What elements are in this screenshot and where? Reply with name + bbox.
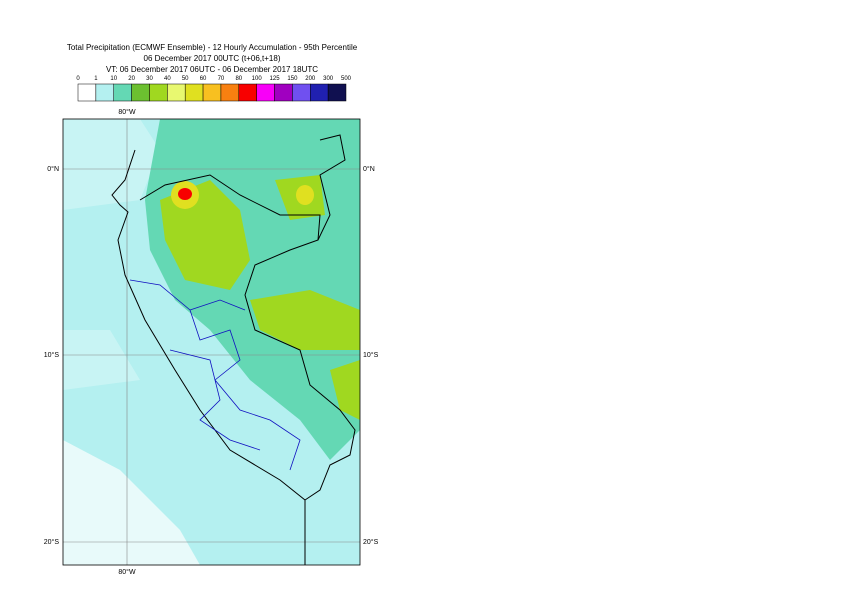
map bbox=[63, 119, 360, 565]
legend-swatch bbox=[327, 83, 347, 102]
legend-swatch bbox=[113, 83, 132, 102]
ocean-low bbox=[63, 119, 160, 210]
lat-label: 20°S bbox=[44, 538, 60, 546]
graticule bbox=[63, 119, 360, 565]
legend-label: 80 bbox=[235, 76, 242, 82]
rain-area bbox=[250, 290, 360, 350]
legend-swatch bbox=[149, 83, 168, 102]
lon-label: 80°W bbox=[118, 568, 136, 576]
legend-label: 200 bbox=[305, 76, 316, 82]
legend-swatch bbox=[274, 83, 293, 102]
legend-label: 100 bbox=[252, 76, 263, 82]
lat-label: 20°S bbox=[363, 538, 379, 546]
coastline bbox=[111, 149, 306, 565]
rain-area bbox=[330, 360, 360, 420]
ocean-low bbox=[63, 330, 140, 390]
legend-swatch bbox=[256, 83, 275, 102]
legend-swatch bbox=[238, 83, 257, 102]
legend-swatch bbox=[95, 83, 114, 102]
legend-swatch bbox=[292, 83, 311, 102]
legend-label: 1 bbox=[94, 76, 98, 82]
lon-label: 80°W bbox=[118, 108, 136, 116]
title: Total Precipitation (ECMWF Ensemble) - 1… bbox=[67, 43, 358, 52]
legend-label: 125 bbox=[270, 76, 281, 82]
legend-label: 300 bbox=[323, 76, 334, 82]
lat-label: 0°N bbox=[47, 165, 59, 173]
legend-label: 60 bbox=[200, 76, 207, 82]
legend-label: 40 bbox=[164, 76, 171, 82]
legend-label: 30 bbox=[146, 76, 153, 82]
frame bbox=[62, 118, 361, 566]
lat-label: 0°N bbox=[363, 165, 375, 173]
legend-label: 70 bbox=[218, 76, 225, 82]
legend-swatch bbox=[184, 83, 204, 102]
legend-label: 500 bbox=[341, 76, 352, 82]
border bbox=[317, 134, 346, 241]
valid-time: VT: 06 December 2017 06UTC - 06 December… bbox=[106, 65, 318, 74]
legend-swatch bbox=[202, 83, 222, 102]
legend-label: 150 bbox=[287, 76, 298, 82]
lat-label: 10°S bbox=[44, 351, 60, 359]
border bbox=[139, 174, 356, 501]
legend-swatch bbox=[167, 83, 186, 102]
legend: 0 1 10 20 30 40 50 60 70 80 100 125 150 200 300 500 bbox=[76, 76, 352, 102]
legend-swatch bbox=[220, 83, 240, 102]
rain-core bbox=[296, 185, 314, 205]
regions bbox=[129, 279, 301, 471]
base-time: 06 December 2017 00UTC (t+06,t+18) bbox=[144, 54, 281, 63]
lat-label: 10°S bbox=[363, 351, 379, 359]
ocean-low bbox=[63, 440, 200, 565]
legend-label: 20 bbox=[128, 76, 135, 82]
legend-label: 50 bbox=[182, 76, 189, 82]
legend-swatch bbox=[131, 83, 150, 102]
legend-label: 10 bbox=[110, 76, 117, 82]
legend-swatch bbox=[77, 83, 97, 102]
legend-label: 0 bbox=[76, 76, 80, 82]
rain-core bbox=[178, 188, 192, 200]
legend-swatch bbox=[310, 83, 329, 102]
